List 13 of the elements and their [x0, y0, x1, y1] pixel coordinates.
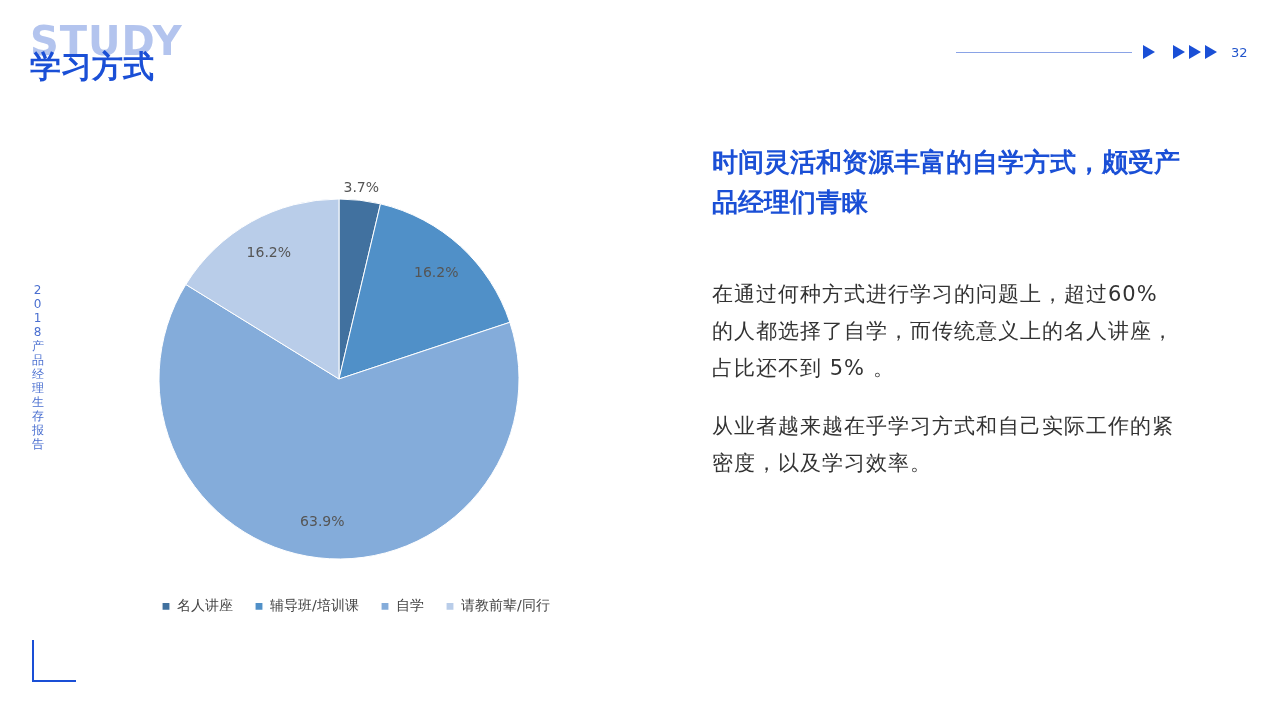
- text: 时间灵活和资源丰富的自学方式，颇受产品经理们青睐: [712, 146, 1181, 219]
- text: 从业者越来越在乎学习方式和自己实际工作的紧密度，以及学习效率。: [712, 413, 1175, 477]
- text: 在通过何种方式进行学习的问题上，超过60% 的人都选择了自学，而传统意义上的名人讲座，占比还不到 5% 。: [712, 281, 1175, 382]
- text: 2018产品经理生存报告: [31, 283, 44, 451]
- data-label: 16.2%: [246, 244, 292, 261]
- data-label: 3.7%: [343, 179, 380, 196]
- legend-label: 自学: [396, 597, 424, 614]
- data-label: 16.2%: [414, 263, 459, 280]
- text: 32: [1231, 45, 1248, 60]
- legend-label: 请教前辈/同行: [461, 597, 550, 614]
- legend-label: 名人讲座: [177, 597, 233, 614]
- data-label: 63.9%: [300, 513, 345, 530]
- legend-label: 辅导班/培训课: [270, 597, 359, 614]
